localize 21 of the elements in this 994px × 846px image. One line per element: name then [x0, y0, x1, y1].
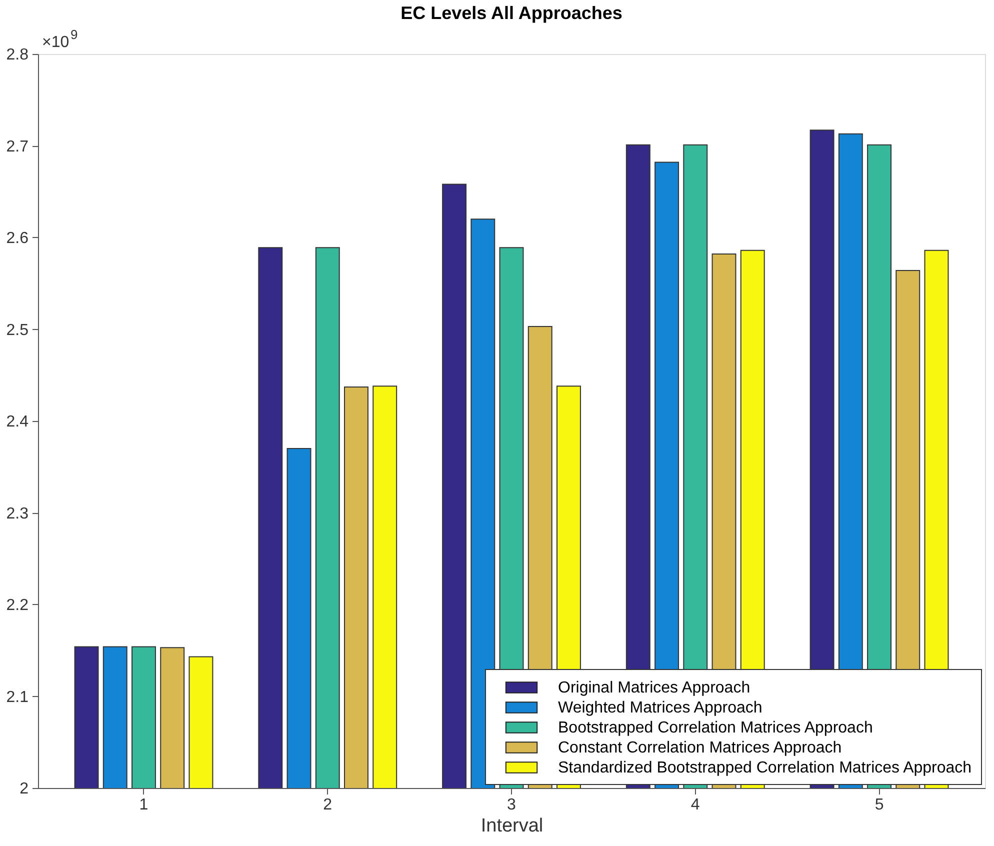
- legend-label: Weighted Matrices Approach: [558, 700, 762, 716]
- legend-label: Original Matrices Approach: [558, 680, 750, 696]
- y-tick-label: 2.2: [6, 597, 29, 614]
- chart-title: EC Levels All Approaches: [400, 3, 622, 23]
- x-tick-label: 3: [507, 796, 516, 814]
- y-tick-label: 2.3: [6, 505, 29, 522]
- x-tick-label: 2: [323, 796, 332, 814]
- y-tick-label: 2.5: [6, 322, 29, 339]
- x-tick-label: 1: [139, 796, 148, 814]
- y-tick-label: 2.8: [6, 46, 29, 64]
- y-tick-label: 2.4: [6, 414, 29, 430]
- y-tick-label: 2.1: [6, 688, 29, 706]
- legend-label: Constant Correlation Matrices Approach: [558, 740, 842, 756]
- y-tick-label: 2.6: [6, 230, 29, 247]
- legend-label: Standardized Bootstrapped Correlation Matrices Approach: [558, 760, 972, 776]
- x-axis-title: Interval: [480, 816, 544, 836]
- y-tick-label: 2.7: [6, 138, 29, 156]
- x-tick-label: 4: [690, 796, 700, 814]
- y-tick-label: 2: [20, 780, 29, 798]
- x-tick-label: 5: [874, 796, 884, 814]
- legend-label: Bootstrapped Correlation Matrices Approach: [558, 720, 873, 736]
